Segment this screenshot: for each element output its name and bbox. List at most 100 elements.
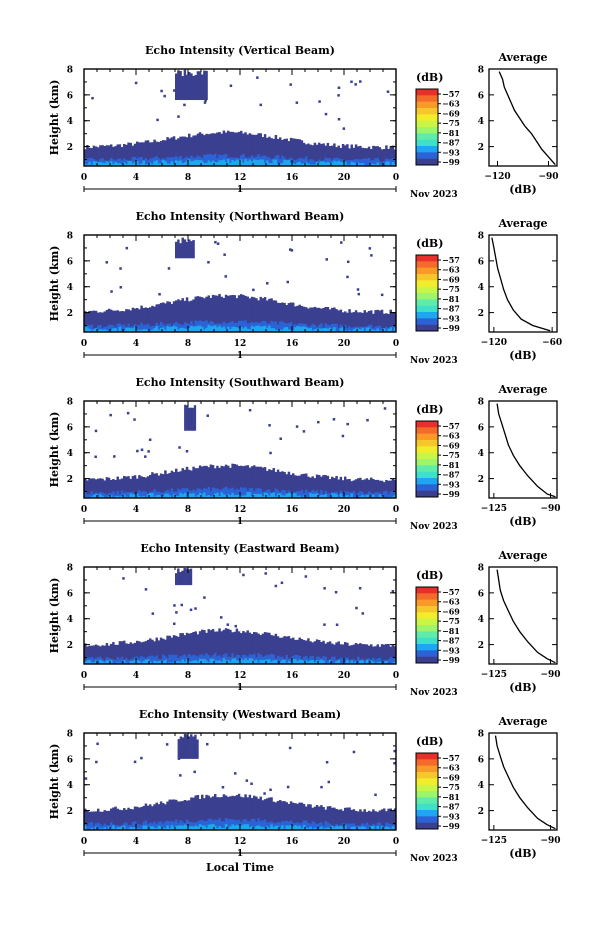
- echo-cell: [270, 328, 273, 332]
- echo-cell: [190, 734, 193, 759]
- y-axis-label: Height (km): [48, 412, 61, 488]
- echo-cell: [235, 795, 239, 830]
- echo-cell: [263, 659, 267, 664]
- echo-cell: [84, 326, 87, 332]
- echo-cell: [253, 653, 256, 664]
- echo-cell: [374, 659, 377, 664]
- echo-cell: [276, 138, 280, 166]
- echo-cell: [118, 311, 122, 332]
- echo-cell: [257, 466, 260, 498]
- echo-cell: [307, 638, 310, 664]
- echo-cell: [224, 132, 228, 166]
- echo-cell: [142, 329, 145, 332]
- echo-cell: [359, 159, 362, 166]
- echo-cell: [110, 479, 113, 498]
- echo-speckle: [325, 258, 329, 261]
- echo-cell: [233, 631, 236, 664]
- echo-cell: [292, 159, 295, 166]
- echo-cell: [220, 661, 223, 664]
- echo-cell: [261, 491, 265, 498]
- echo-cell: [279, 493, 282, 498]
- echo-cell: [346, 491, 349, 498]
- echo-cell: [142, 641, 145, 664]
- echo-cell: [365, 494, 369, 498]
- echo-cell: [151, 158, 154, 166]
- echo-cell: [263, 134, 267, 166]
- echo-cell: [305, 827, 308, 830]
- echo-cell: [192, 75, 195, 101]
- echo-cell: [274, 135, 278, 166]
- echo-cell: [387, 827, 390, 830]
- echo-cell: [354, 328, 358, 332]
- echo-cell: [263, 297, 267, 332]
- echo-cell: [387, 148, 390, 166]
- echo-cell: [328, 641, 332, 664]
- echo-cell: [220, 327, 223, 332]
- echo-cell: [201, 659, 204, 664]
- echo-cell: [157, 475, 161, 498]
- echo-cell: [222, 159, 226, 166]
- echo-cell: [380, 809, 384, 830]
- echo-cell: [216, 828, 219, 830]
- echo-cell: [367, 479, 371, 498]
- echo-cell: [201, 629, 204, 664]
- echo-cell: [322, 656, 325, 664]
- colorbar-cell: [416, 484, 438, 491]
- y-tick-label: 4: [67, 449, 73, 459]
- echo-cell: [190, 241, 193, 259]
- echo-cell: [261, 137, 265, 166]
- echo-cell: [300, 659, 304, 664]
- echo-cell: [235, 660, 239, 664]
- echo-cell: [189, 568, 193, 586]
- echo-cell: [142, 325, 145, 332]
- echo-cell: [168, 635, 171, 664]
- echo-cell: [350, 144, 353, 166]
- echo-cell: [257, 493, 260, 498]
- echo-cell: [196, 795, 200, 830]
- colorbar-cell: [416, 816, 438, 823]
- echo-cell: [309, 826, 312, 830]
- echo-cell: [214, 488, 217, 498]
- echo-cell: [279, 828, 282, 830]
- echo-cell: [372, 479, 375, 498]
- echo-cell: [84, 158, 87, 166]
- x-tick-label: 16: [286, 837, 299, 847]
- echo-cell: [253, 297, 256, 332]
- echo-cell: [279, 637, 282, 664]
- echo-cell: [391, 145, 395, 166]
- echo-cell: [240, 658, 243, 664]
- echo-cell: [259, 796, 262, 830]
- echo-cell: [298, 802, 301, 830]
- echo-cell: [220, 656, 223, 664]
- echo-cell: [162, 140, 165, 166]
- echo-cell: [84, 311, 87, 332]
- echo-cell: [110, 643, 113, 664]
- colorbar-cell: [416, 778, 438, 785]
- echo-cell: [287, 660, 291, 664]
- echo-cell: [218, 293, 221, 332]
- colorbar-level: −87: [442, 304, 460, 314]
- echo-cell: [309, 477, 312, 498]
- echo-cell: [313, 493, 317, 498]
- echo-cell: [129, 808, 132, 830]
- echo-cell: [337, 327, 340, 332]
- echo-cell: [283, 801, 286, 830]
- echo-cell: [274, 802, 278, 830]
- echo-cell: [391, 662, 395, 664]
- echo-cell: [175, 819, 178, 830]
- echo-speckle: [295, 425, 299, 428]
- echo-cell: [335, 825, 338, 830]
- echo-cell: [246, 797, 249, 830]
- echo-cell: [168, 662, 171, 664]
- echo-cell: [149, 492, 152, 498]
- echo-cell: [359, 145, 362, 166]
- echo-cell: [149, 326, 152, 332]
- echo-cell: [324, 323, 327, 332]
- x-tick-label: 4: [133, 173, 139, 183]
- echo-cell: [103, 329, 106, 332]
- echo-cell: [142, 495, 145, 498]
- echo-cell: [218, 154, 221, 166]
- echo-cell: [279, 661, 282, 664]
- echo-cell: [144, 477, 148, 498]
